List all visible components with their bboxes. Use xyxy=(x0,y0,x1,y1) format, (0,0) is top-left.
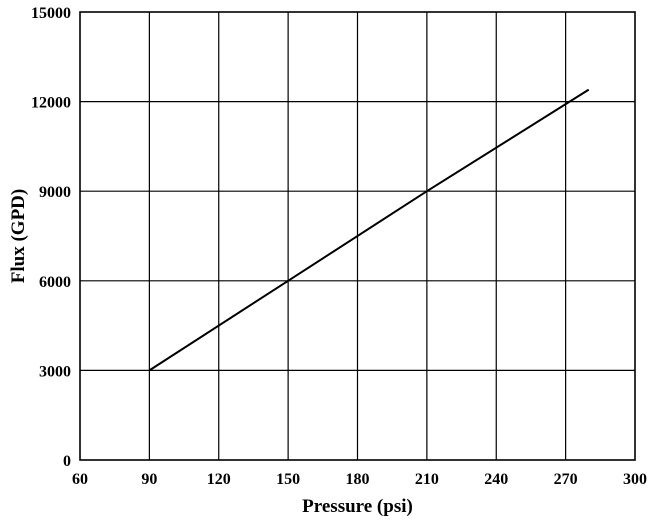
x-tick-label: 240 xyxy=(484,471,508,488)
x-tick-label: 60 xyxy=(72,471,88,488)
x-tick-label: 120 xyxy=(207,471,231,488)
x-tick-label: 90 xyxy=(141,471,157,488)
plot-frame xyxy=(79,11,636,461)
series-line xyxy=(148,88,590,372)
x-tick-label: 150 xyxy=(276,471,300,488)
y-tick-label: 3000 xyxy=(39,363,71,380)
x-tick-label: 210 xyxy=(415,471,439,488)
y-tick-label: 12000 xyxy=(31,95,71,112)
x-tick-label: 300 xyxy=(623,471,647,488)
y-tick-label: 15000 xyxy=(31,5,71,22)
y-tick-label: 6000 xyxy=(39,274,71,291)
x-axis-ticks: 60 90 120 150 180 210 240 270 300 xyxy=(72,471,647,488)
y-axis-title: Flux (GPD) xyxy=(8,189,29,283)
x-axis-title: Pressure (psi) xyxy=(302,496,413,517)
x-tick-label: 180 xyxy=(346,471,370,488)
y-tick-label: 9000 xyxy=(39,184,71,201)
y-tick-label: 0 xyxy=(63,453,71,470)
x-tick-label: 270 xyxy=(554,471,578,488)
series-layer xyxy=(148,88,590,372)
y-axis-ticks: 0 3000 6000 9000 12000 15000 xyxy=(31,5,71,470)
grid-lines xyxy=(80,12,635,460)
